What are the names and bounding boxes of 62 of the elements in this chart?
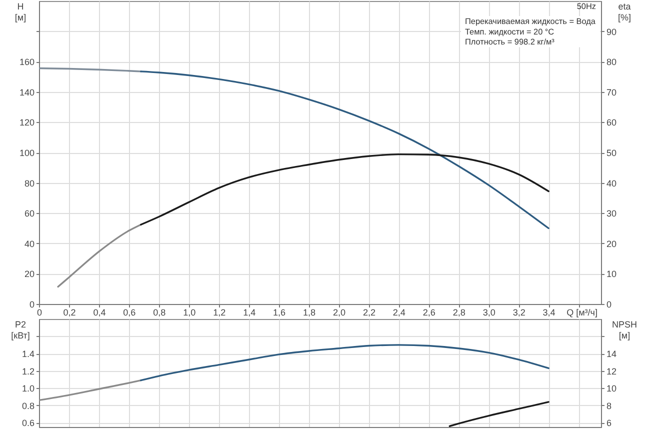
y2-tick-label: 10 <box>606 384 617 394</box>
y-tick-label: 100 <box>19 148 34 158</box>
x-axis-title: Q [м³/ч] <box>566 308 598 318</box>
line-series <box>140 153 550 226</box>
x-tick-label: 2,2 <box>362 308 376 318</box>
y2-tick-label: 6 <box>606 418 612 428</box>
x-tick-label: 3,4 <box>542 308 556 318</box>
y-tick-label: 1.0 <box>22 384 34 394</box>
y-tick-label: 1.4 <box>22 349 34 360</box>
y-tick-label: 0.6 <box>22 418 34 428</box>
y-tick-label: 1.2 <box>22 366 34 376</box>
x-tick-label: 2,8 <box>452 308 466 318</box>
line-series <box>57 224 142 288</box>
y2-tick-label: 80 <box>606 57 617 68</box>
annotation: Темп. жидкости = 20 °C <box>465 27 554 36</box>
x-tick-label: 2,0 <box>332 308 346 318</box>
x-tick-label: 0 <box>36 308 42 318</box>
x-tick-label: 1,8 <box>303 308 316 318</box>
x-tick-label: 3,2 <box>512 308 526 318</box>
y-tick-label: 80 <box>24 178 34 188</box>
y-tick-label: 60 <box>24 208 34 219</box>
y2-tick-label: 10 <box>606 269 617 280</box>
y2-tick-label: 8 <box>606 400 612 411</box>
y2-tick-label: 40 <box>606 178 617 188</box>
annotation: Плотность = 998.2 кг/м³ <box>465 38 555 47</box>
x-tick-label: 0,2 <box>63 308 76 318</box>
y-axis-title: H [м] <box>14 2 26 22</box>
y-tick-label: 140 <box>19 87 34 98</box>
x-tick-label: 2,4 <box>392 308 406 318</box>
y2-tick-label: 50 <box>606 148 617 158</box>
y-tick-label: 160 <box>19 57 34 68</box>
y2-tick-label: 90 <box>606 26 617 37</box>
y2-tick-label: 14 <box>606 349 617 360</box>
x-tick-label: 2,6 <box>422 308 436 318</box>
annotation: 50Hz <box>576 2 596 11</box>
y2-axis-title: eta [%] <box>618 2 632 22</box>
line-series <box>140 70 550 230</box>
x-tick-label: 0,6 <box>123 308 136 318</box>
x-tick-label: 1,0 <box>183 308 196 318</box>
y2-tick-label: 20 <box>606 238 617 249</box>
y-tick-label: 40 <box>24 238 34 249</box>
y-tick-label: 0.8 <box>22 400 34 411</box>
y-tick-label: 0 <box>29 300 34 310</box>
y2-tick-label: 12 <box>606 366 617 376</box>
y2-tick-label: 60 <box>606 118 617 128</box>
annotation: Перекачиваемая жидкость = Вода <box>465 16 596 26</box>
y2-tick-label: 70 <box>606 87 617 98</box>
y2-tick-label: 30 <box>606 208 617 219</box>
y-tick-label: 20 <box>24 269 34 280</box>
x-tick-label: 1,4 <box>243 308 256 318</box>
x-tick-label: 1,6 <box>273 308 286 318</box>
x-tick-label: 1,2 <box>213 308 226 318</box>
y-tick-label: 120 <box>19 118 34 128</box>
line-series <box>39 379 142 402</box>
y-axis-title: P2 [кВт] <box>11 320 30 340</box>
y2-axis-title: NPSH [м] <box>612 320 638 340</box>
line-series <box>140 344 550 382</box>
line-series <box>448 401 550 427</box>
x-tick-label: 3,0 <box>482 308 496 318</box>
x-tick-label: 0,8 <box>153 308 166 318</box>
x-tick-label: 0,4 <box>93 308 106 318</box>
y2-tick-label: 0 <box>606 300 612 310</box>
